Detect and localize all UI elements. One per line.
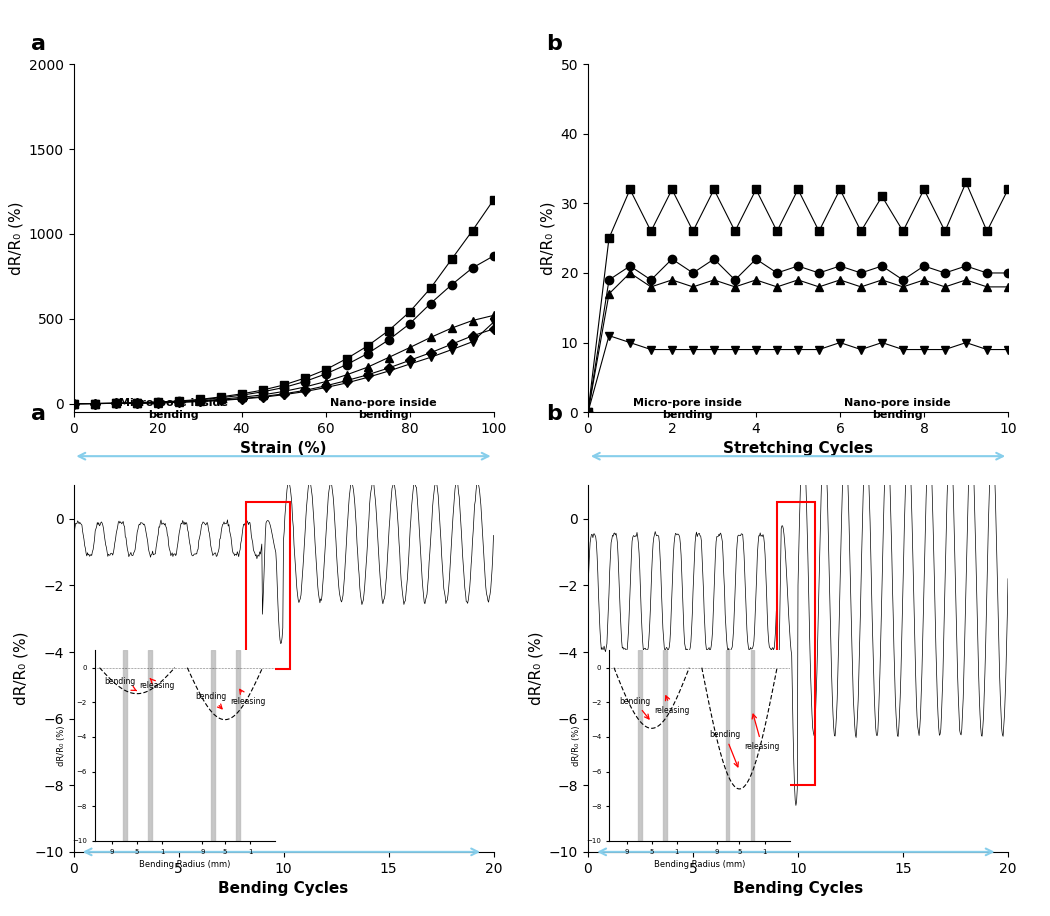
X-axis label: Bending Cycles: Bending Cycles — [733, 881, 863, 896]
Text: Nano-pore inside
bending: Nano-pore inside bending — [844, 398, 951, 420]
X-axis label: Stretching Cycles: Stretching Cycles — [723, 442, 873, 456]
Bar — [777, 502, 815, 785]
Y-axis label: dR/R₀ (%): dR/R₀ (%) — [528, 632, 544, 705]
Y-axis label: dR/R₀ (%): dR/R₀ (%) — [8, 202, 23, 275]
Text: b: b — [546, 404, 562, 423]
X-axis label: Strain (%): Strain (%) — [240, 442, 327, 456]
Text: a: a — [32, 404, 46, 423]
Text: Micro-pore inside
bending: Micro-pore inside bending — [119, 398, 228, 420]
X-axis label: Bending Cycles: Bending Cycles — [218, 881, 349, 896]
Text: a: a — [32, 34, 46, 54]
Bar — [246, 502, 290, 669]
Text: b: b — [546, 34, 562, 54]
Y-axis label: dR/R₀ (%): dR/R₀ (%) — [14, 632, 29, 705]
Text: Micro-pore inside
bending: Micro-pore inside bending — [633, 398, 742, 420]
Text: Nano-pore inside
bending: Nano-pore inside bending — [330, 398, 437, 420]
Y-axis label: dR/R₀ (%): dR/R₀ (%) — [540, 202, 555, 275]
